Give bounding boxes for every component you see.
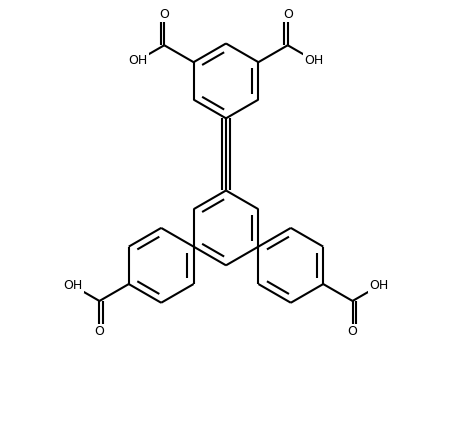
- Text: OH: OH: [64, 279, 83, 292]
- Text: OH: OH: [368, 279, 387, 292]
- Text: O: O: [347, 325, 357, 338]
- Text: OH: OH: [304, 54, 323, 67]
- Text: O: O: [94, 325, 104, 338]
- Text: O: O: [282, 8, 292, 21]
- Text: OH: OH: [128, 54, 147, 67]
- Text: O: O: [159, 8, 169, 21]
